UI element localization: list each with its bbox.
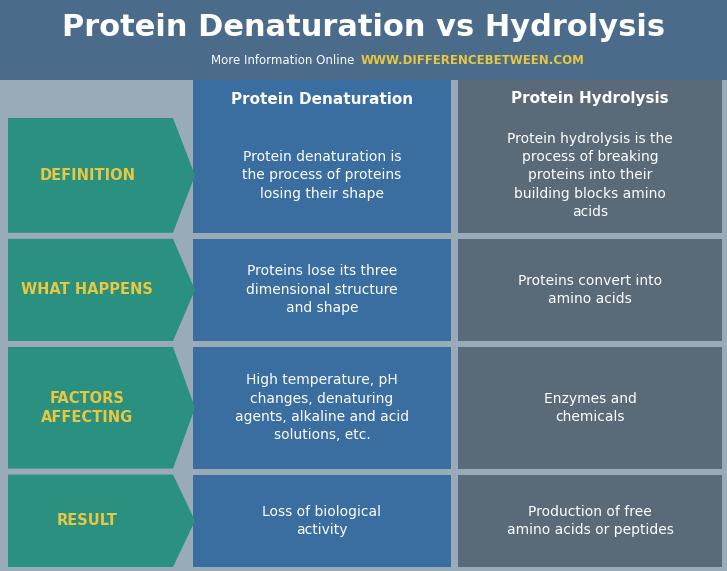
Polygon shape	[8, 118, 195, 233]
Text: Protein hydrolysis is the
process of breaking
proteins into their
building block: Protein hydrolysis is the process of bre…	[507, 131, 673, 219]
Bar	[193, 80, 451, 118]
Text: Enzymes and
chemicals: Enzymes and chemicals	[544, 392, 636, 424]
Polygon shape	[8, 347, 195, 469]
Text: Loss of biological
activity: Loss of biological activity	[262, 505, 382, 537]
Text: Proteins lose its three
dimensional structure
and shape: Proteins lose its three dimensional stru…	[246, 264, 398, 315]
Text: Protein denaturation is
the process of proteins
losing their shape: Protein denaturation is the process of p…	[242, 150, 401, 201]
Text: FACTORS
AFFECTING: FACTORS AFFECTING	[41, 391, 133, 425]
Polygon shape	[8, 239, 195, 341]
Text: WWW.DIFFERENCEBETWEEN.COM: WWW.DIFFERENCEBETWEEN.COM	[361, 54, 585, 66]
Text: WHAT HAPPENS: WHAT HAPPENS	[21, 283, 153, 297]
Bar	[193, 239, 451, 341]
Bar	[458, 475, 722, 567]
Text: More Information Online: More Information Online	[212, 54, 358, 66]
Text: Proteins convert into
amino acids: Proteins convert into amino acids	[518, 274, 662, 306]
Bar	[193, 118, 451, 233]
Polygon shape	[8, 475, 195, 567]
Bar	[458, 80, 722, 118]
Bar	[458, 239, 722, 341]
Text: RESULT: RESULT	[57, 513, 118, 528]
Text: Protein Denaturation vs Hydrolysis: Protein Denaturation vs Hydrolysis	[62, 14, 665, 42]
Bar	[458, 347, 722, 469]
Text: Protein Hydrolysis: Protein Hydrolysis	[511, 91, 669, 107]
Text: High temperature, pH
changes, denaturing
agents, alkaline and acid
solutions, et: High temperature, pH changes, denaturing…	[235, 373, 409, 443]
Text: Production of free
amino acids or peptides: Production of free amino acids or peptid…	[507, 505, 673, 537]
Bar	[193, 347, 451, 469]
Bar	[0, 0, 727, 80]
Text: Protein Denaturation: Protein Denaturation	[231, 91, 413, 107]
Bar	[458, 118, 722, 233]
Bar	[193, 475, 451, 567]
Text: DEFINITION: DEFINITION	[39, 168, 135, 183]
